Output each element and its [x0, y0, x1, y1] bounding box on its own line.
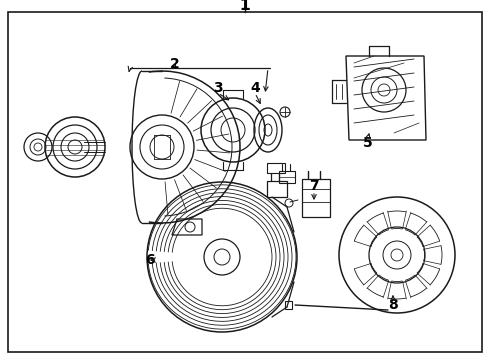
Text: 5: 5 [363, 136, 373, 150]
Text: 1: 1 [240, 0, 250, 13]
Text: 3: 3 [213, 81, 223, 95]
Text: 7: 7 [309, 179, 319, 193]
Bar [267, 163, 285, 173]
Bar [267, 181, 287, 197]
Text: 1: 1 [240, 0, 250, 13]
Bar [279, 171, 295, 183]
Bar [302, 179, 330, 217]
Text: 4: 4 [250, 81, 260, 95]
Text: 2: 2 [170, 57, 180, 71]
Text: 8: 8 [388, 298, 398, 312]
Text: 6: 6 [145, 253, 155, 267]
